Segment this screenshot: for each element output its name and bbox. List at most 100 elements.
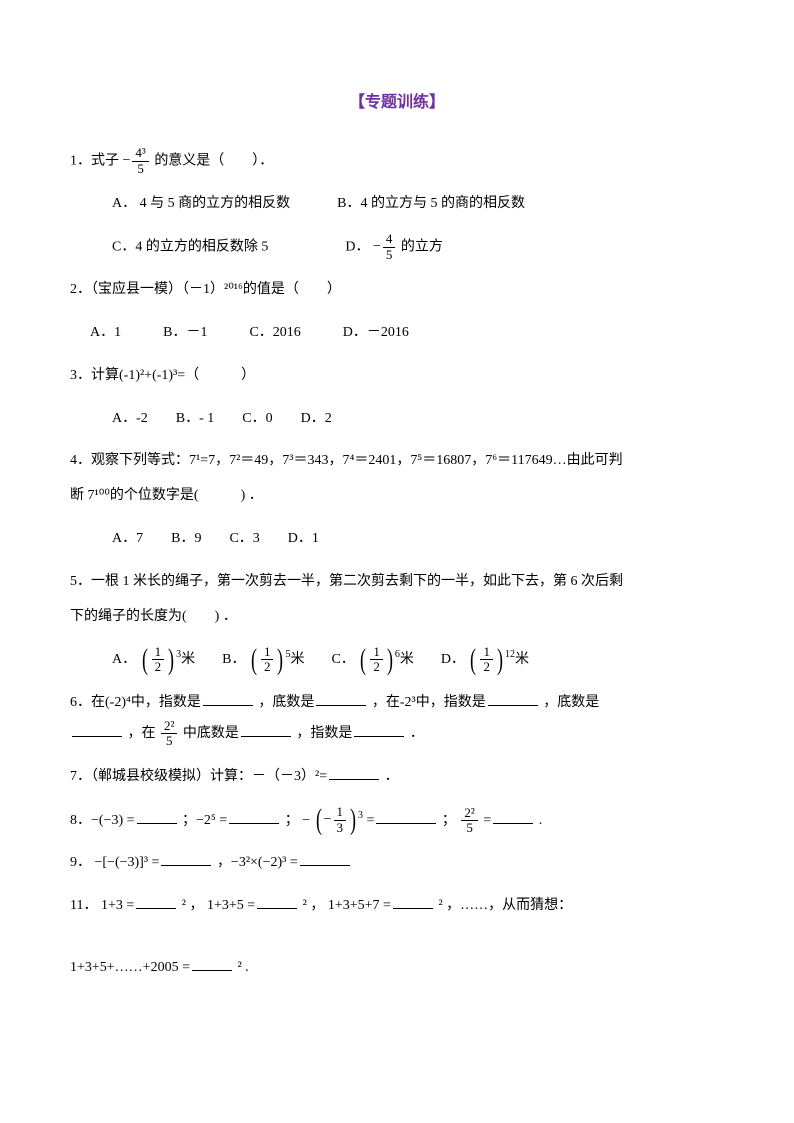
q5d-den: 2 (480, 660, 493, 674)
blank[interactable] (316, 691, 366, 706)
q1-optC: C．4 的立方的相反数除 5 (112, 239, 268, 254)
q8-iden: 3 (334, 821, 347, 835)
q6-d: ，底数是 (543, 695, 599, 710)
blank[interactable] (136, 894, 176, 909)
q8-b: ；−2⁵ = (182, 813, 227, 828)
q8-e: = (483, 813, 491, 828)
q3-options: A．-2 B．- 1 C．0 D．2 (70, 404, 724, 435)
q11-e: 1+3+5+……+2005 = (70, 960, 190, 975)
blank[interactable] (376, 809, 436, 824)
blank[interactable] (161, 851, 211, 866)
blank[interactable] (329, 765, 379, 780)
q8-f: . (539, 813, 543, 828)
q8-f2den: 5 (461, 821, 477, 835)
q5-unitB: 米 (290, 652, 304, 667)
q11-f: ² . (237, 960, 248, 975)
q1-options-row1: A． 4 与 5 商的立方的相反数 B．4 的立方与 5 的商的相反数 (70, 189, 724, 220)
q5c-num: 1 (370, 645, 383, 660)
q6-c: ，在-2³中，指数是 (372, 695, 486, 710)
q6-f: 中底数是 (183, 726, 239, 741)
q2-options: A．1 B．－1 C．2016 D．－2016 (70, 318, 724, 349)
q6-frac-den: 5 (161, 734, 177, 748)
q5d-num: 1 (480, 645, 493, 660)
q11-a: 11． 1+3 = (70, 898, 134, 913)
q5-labC: C． (331, 652, 354, 667)
q5-labB: B． (222, 652, 245, 667)
q5-labA: A． (112, 652, 136, 667)
q5-unitA: 米 (181, 652, 195, 667)
q8-neg: − (302, 813, 310, 828)
blank[interactable] (257, 894, 297, 909)
q1-stem-b: 的意义是（ ）． (154, 153, 273, 168)
q11-b: ² ， 1+3+5 = (182, 898, 255, 913)
q8-inum: 1 (334, 805, 347, 820)
q1-optA: A． 4 与 5 商的立方的相反数 (112, 196, 290, 211)
blank[interactable] (137, 809, 177, 824)
question-5-line2: 下的绳子的长度为( ) ． (70, 602, 724, 633)
blank[interactable] (300, 851, 350, 866)
question-1: 1．式子 −4³5 的意义是（ ）． (70, 146, 724, 177)
blank[interactable] (393, 894, 433, 909)
question-4-line2: 断 7¹⁰⁰的个位数字是( ) ． (70, 481, 724, 512)
q1-frac-num: 4³ (132, 146, 148, 161)
blank[interactable] (493, 809, 533, 824)
question-5-line1: 5．一根 1 米长的绳子，第一次剪去一半，第二次剪去剩下的一半，如此下去，第 6… (70, 567, 724, 598)
q5b-den: 2 (261, 660, 274, 674)
blank[interactable] (488, 691, 538, 706)
q8-exp3: 3 (358, 810, 363, 821)
q1-optD-a: D． (345, 239, 369, 254)
q5c-exp: 6 (395, 649, 400, 660)
q4-options: A．7 B．9 C．3 D．1 (70, 524, 724, 555)
blank[interactable] (192, 956, 232, 971)
q9-a: 9． −[−(−3)]³ = (70, 855, 159, 870)
q5b-num: 1 (261, 645, 274, 660)
q8-a: 8．−(−3) = (70, 813, 135, 828)
q5-options: A． (12)3 米 B． (12)5 米 C． (12)6 米 D． (12)… (70, 644, 724, 676)
q7-a: 7．（郸城县校级模拟）计算：－（－3）²= (70, 769, 327, 784)
q6-g: ，指数是 (296, 726, 352, 741)
q5a-den: 2 (152, 660, 165, 674)
blank[interactable] (241, 722, 291, 737)
question-8: 8．−(−3) = ；−2⁵ = ； − (−13)3 = ； 2²5 = . (70, 805, 724, 837)
q5-unitD: 米 (515, 652, 529, 667)
q9-b: ，−3²×(−2)³ = (217, 855, 298, 870)
q8-d: ； (442, 813, 456, 828)
blank[interactable] (203, 691, 253, 706)
q6-a: 6．在(-2)⁴中，指数是 (70, 695, 201, 710)
q1-options-row2: C．4 的立方的相反数除 5 D． −45 的立方 (70, 232, 724, 263)
blank[interactable] (72, 722, 122, 737)
blank[interactable] (229, 809, 279, 824)
q6-h: ． (410, 726, 424, 741)
blank[interactable] (354, 722, 404, 737)
question-6: 6．在(-2)⁴中，指数是 ，底数是 ，在-2³中，指数是 ，底数是 ，在 2²… (70, 688, 724, 750)
question-9: 9． −[−(−3)]³ = ，−3²×(−2)³ = (70, 848, 724, 879)
q1-stem-a: 1．式子 (70, 153, 119, 168)
q7-b: ． (385, 769, 399, 784)
question-3: 3．计算(-1)²+(-1)³=（ ） (70, 361, 724, 392)
q8-c: ； (285, 813, 299, 828)
q5d-exp: 12 (505, 649, 515, 660)
q11-c: ² ， 1+3+5+7 = (303, 898, 391, 913)
q11-d: ² ，……，从而猜想： (438, 898, 572, 913)
question-11: 11． 1+3 = ² ， 1+3+5 = ² ， 1+3+5+7 = ² ，…… (70, 891, 724, 983)
q5c-den: 2 (370, 660, 383, 674)
question-2: 2．（宝应县一模）（－1）²⁰¹⁶的值是（ ） (70, 275, 724, 306)
q1d-num: 4 (383, 232, 396, 247)
q5-labD: D． (441, 652, 465, 667)
q1-frac-den: 5 (132, 162, 148, 176)
q6-frac-num: 2² (161, 719, 177, 734)
q6-b: ，底数是 (258, 695, 314, 710)
q1d-den: 5 (383, 248, 396, 262)
page-title: 【专题训练】 (70, 90, 724, 116)
q8-f2num: 2² (461, 806, 477, 821)
q5-unitC: 米 (400, 652, 414, 667)
q5a-exp: 3 (176, 649, 181, 660)
q5a-num: 1 (152, 645, 165, 660)
q1-optB: B．4 的立方与 5 的商的相反数 (337, 196, 525, 211)
question-4-line1: 4．观察下列等式：7¹=7，7²＝49，7³＝343，7⁴＝2401，7⁵＝16… (70, 446, 724, 477)
q8-eq: = (367, 813, 375, 828)
question-7: 7．（郸城县校级模拟）计算：－（－3）²= ． (70, 762, 724, 793)
q1-optD-b: 的立方 (401, 239, 443, 254)
q6-e: ，在 (128, 726, 156, 741)
q5b-exp: 5 (285, 649, 290, 660)
